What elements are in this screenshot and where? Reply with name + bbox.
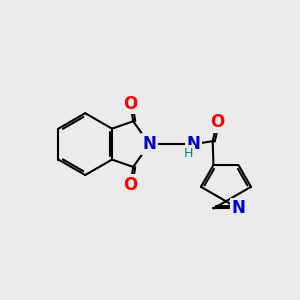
Text: O: O	[123, 176, 137, 194]
Text: N: N	[142, 135, 156, 153]
Text: N: N	[187, 135, 200, 153]
Text: O: O	[123, 94, 137, 112]
Text: O: O	[210, 113, 224, 131]
Text: H: H	[184, 147, 193, 160]
Text: N: N	[232, 200, 245, 217]
